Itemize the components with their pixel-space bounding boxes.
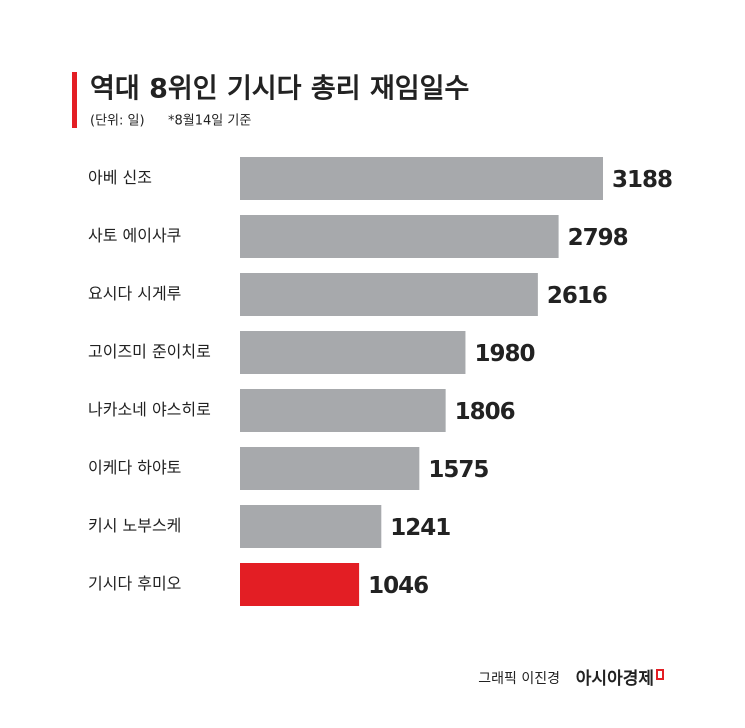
- logo-mark: [656, 669, 664, 680]
- value-label: 3188: [612, 167, 672, 193]
- value-label: 1241: [390, 515, 450, 541]
- bar: [240, 505, 382, 548]
- category-label: 고이즈미 준이치로: [88, 342, 211, 361]
- bar: [240, 273, 538, 316]
- bar: [240, 331, 466, 374]
- source: 아시아경제: [576, 669, 654, 689]
- value-label: 1980: [474, 341, 534, 367]
- title-accent: [72, 72, 77, 128]
- value-label: 1575: [428, 457, 488, 483]
- value-label: 1046: [368, 573, 428, 599]
- value-label: 1806: [455, 399, 515, 425]
- category-label: 기시다 후미오: [88, 574, 181, 593]
- value-label: 2616: [547, 283, 607, 309]
- category-label: 사토 에이사쿠: [88, 226, 181, 245]
- bar: [240, 563, 360, 606]
- category-label: 나카소네 야스히로: [88, 400, 211, 419]
- chart-title: 역대 8위인 기시다 총리 재임일수: [90, 74, 469, 105]
- bar: [240, 215, 559, 258]
- note: *8월14일 기준: [168, 114, 251, 129]
- category-label: 키시 노부스케: [88, 516, 181, 535]
- category-label: 요시다 시게루: [88, 284, 181, 303]
- category-label: 아베 신조: [88, 168, 152, 187]
- bar: [240, 447, 420, 490]
- subtitle: (단위: 일): [90, 114, 145, 129]
- category-label: 이케다 하야토: [88, 458, 181, 477]
- value-label: 2798: [568, 225, 628, 251]
- credit: 그래픽 이진경: [478, 671, 560, 687]
- bar: [240, 157, 603, 200]
- bar: [240, 389, 446, 432]
